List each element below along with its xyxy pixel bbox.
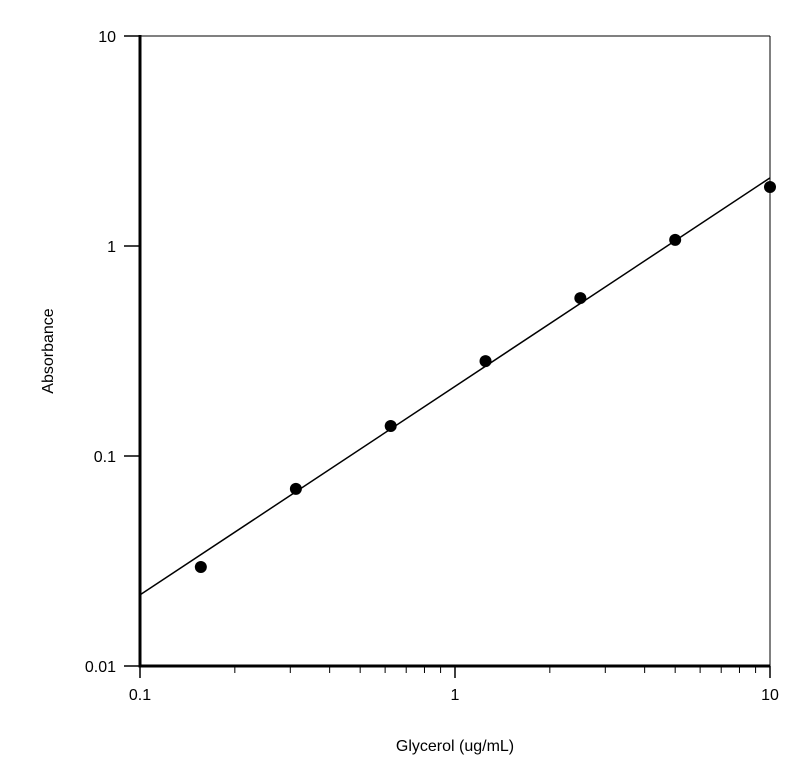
data-point [384, 419, 397, 432]
x-tick-label: 10 [761, 687, 779, 704]
y-tick-label: 0.01 [85, 659, 116, 676]
data-point [764, 180, 776, 193]
x-tick-label: 1 [451, 687, 460, 704]
y-axis-label: Absorbance [40, 308, 57, 393]
fit-line [139, 177, 771, 596]
y-tick-label: 0.1 [94, 449, 116, 466]
x-tick-label: 0.1 [129, 687, 151, 704]
data-point [194, 561, 207, 574]
data-point [289, 482, 302, 495]
data-point [574, 292, 587, 305]
y-tick-label: 1 [107, 239, 116, 256]
x-axis-label: Glycerol (ug/mL) [396, 738, 514, 755]
y-tick-label: 10 [98, 29, 116, 46]
